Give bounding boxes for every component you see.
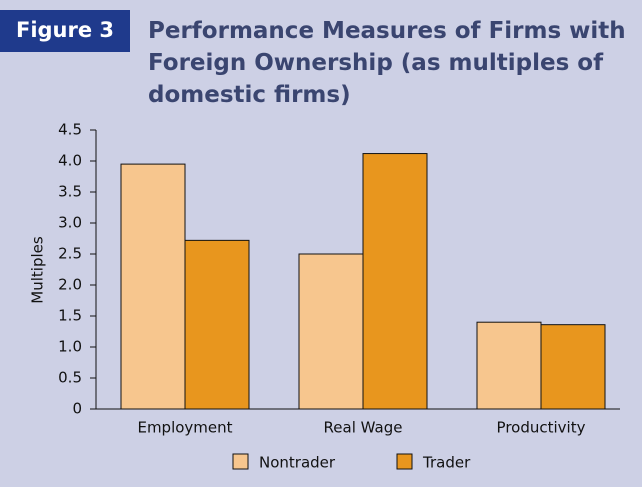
legend-label: Nontrader <box>259 454 336 472</box>
figure-label-box <box>0 10 130 52</box>
figure-label: Figure 3 <box>16 18 114 42</box>
legend-label: Trader <box>422 454 471 472</box>
bar <box>362 153 428 410</box>
y-tick-label: 4.0 <box>58 152 82 170</box>
y-tick-label: 3.0 <box>58 214 82 232</box>
bar <box>476 321 542 410</box>
x-tick-label: Employment <box>137 419 232 437</box>
chart-title: Performance Measures of Firms with <box>148 18 626 44</box>
chart-title: domestic firms) <box>148 82 351 108</box>
chart-title: Foreign Ownership (as multiples of <box>148 50 604 76</box>
x-tick-label: Real Wage <box>324 419 403 437</box>
bar <box>298 253 364 410</box>
x-tick-label: Productivity <box>497 419 586 437</box>
y-tick-label: 3.5 <box>58 183 82 201</box>
y-tick-label: 0.5 <box>58 369 82 387</box>
y-tick-label: 2.0 <box>58 276 82 294</box>
y-tick-label: 0 <box>72 400 82 418</box>
bar <box>120 163 186 410</box>
legend-swatch <box>396 453 413 470</box>
y-tick-label: 2.5 <box>58 245 82 263</box>
y-tick-label: 4.5 <box>58 121 82 139</box>
legend-swatch <box>232 453 249 470</box>
y-tick-label: 1.0 <box>58 338 82 356</box>
y-axis-label: Multiples <box>29 236 47 304</box>
bar <box>540 324 606 410</box>
bar <box>184 239 250 410</box>
y-tick-label: 1.5 <box>58 307 82 325</box>
